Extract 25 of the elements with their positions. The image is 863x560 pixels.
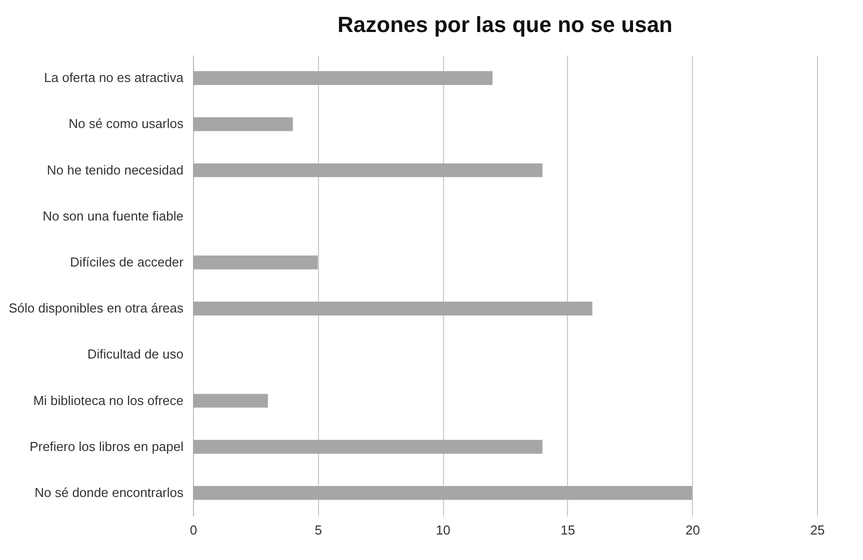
bar xyxy=(193,394,268,408)
bar xyxy=(193,71,493,85)
bar xyxy=(193,256,318,270)
x-tick-label: 15 xyxy=(560,522,576,538)
x-tick-label: 25 xyxy=(810,522,825,538)
x-tick-label: 5 xyxy=(314,522,322,538)
bar xyxy=(193,486,692,500)
y-tick-label: Sólo disponibles en otra áreas xyxy=(8,300,184,316)
y-tick-label: No sé como usarlos xyxy=(68,116,184,132)
y-tick-label: No son una fuente fiable xyxy=(42,208,184,224)
y-tick-label: Difíciles de acceder xyxy=(70,254,184,270)
y-tick-label: Mi biblioteca no los ofrece xyxy=(33,392,184,408)
x-tick-label: 20 xyxy=(685,522,700,538)
x-tick-label: 10 xyxy=(436,522,450,538)
chart-title: Razones por las que no se usan xyxy=(338,12,672,37)
bar xyxy=(193,163,542,178)
y-tick-label: Prefiero los libros en papel xyxy=(30,438,184,454)
y-tick-label: Dificultad de uso xyxy=(87,346,184,362)
y-tick-label: La oferta no es atractiva xyxy=(44,70,184,86)
y-tick-label: No he tenido necesidad xyxy=(46,162,184,178)
x-tick-label: 0 xyxy=(190,522,198,538)
y-tick-label: No sé donde encontrarlos xyxy=(34,484,184,500)
bar xyxy=(193,117,293,132)
bar xyxy=(193,440,542,454)
bar xyxy=(193,302,592,316)
